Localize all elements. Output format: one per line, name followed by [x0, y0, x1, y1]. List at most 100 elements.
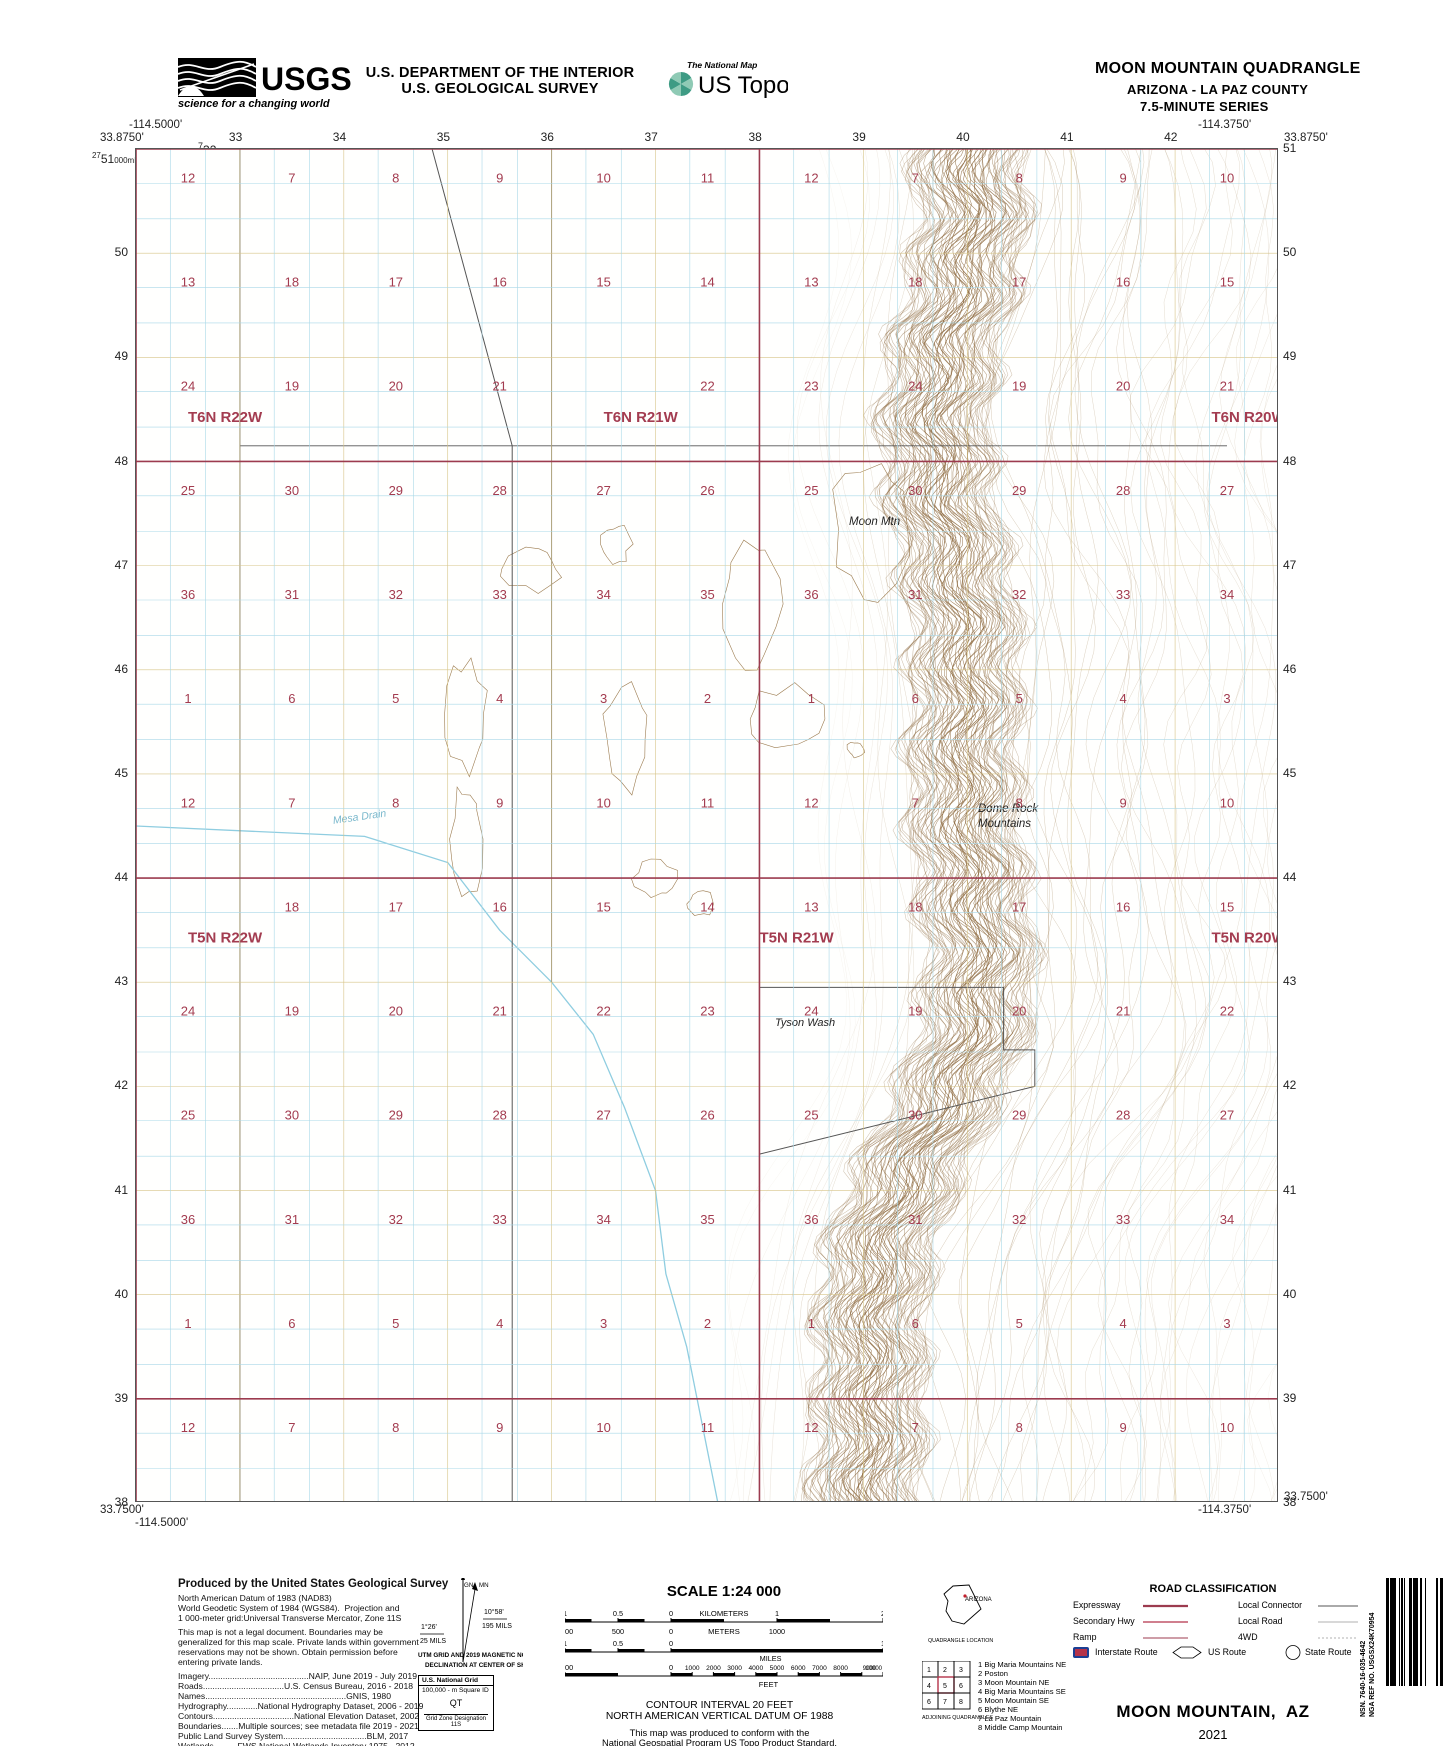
svg-text:31: 31	[908, 587, 922, 602]
svg-text:Mountains: Mountains	[978, 818, 1031, 830]
svg-text:29: 29	[1012, 1108, 1026, 1123]
svg-text:36: 36	[181, 1212, 195, 1227]
svg-text:33: 33	[492, 1212, 506, 1227]
svg-text:20: 20	[389, 379, 403, 394]
svg-text:1: 1	[808, 691, 815, 706]
svg-text:10000: 10000	[865, 1666, 882, 1672]
svg-text:27: 27	[1220, 483, 1234, 498]
svg-text:8: 8	[392, 795, 399, 810]
svg-text:28: 28	[492, 483, 506, 498]
svg-text:5: 5	[943, 1683, 947, 1690]
svg-text:Moon Mtn: Moon Mtn	[849, 516, 900, 528]
svg-text:26: 26	[700, 483, 714, 498]
svg-text:13: 13	[804, 899, 818, 914]
svg-text:18: 18	[285, 899, 299, 914]
svg-text:10: 10	[1220, 795, 1234, 810]
svg-text:21: 21	[492, 379, 506, 394]
svg-text:The National Map: The National Map	[687, 60, 757, 70]
svg-text:0: 0	[669, 1663, 673, 1672]
svg-text:18: 18	[908, 275, 922, 290]
svg-text:35: 35	[700, 1212, 714, 1227]
svg-text:1: 1	[184, 1316, 191, 1331]
svg-text:16: 16	[1116, 899, 1130, 914]
svg-text:28: 28	[1116, 483, 1130, 498]
svg-text:11: 11	[701, 795, 715, 810]
svg-text:2000: 2000	[706, 1665, 721, 1672]
svg-text:22: 22	[596, 1004, 610, 1019]
svg-text:21: 21	[492, 1004, 506, 1019]
svg-text:8: 8	[1016, 795, 1023, 810]
svg-text:8: 8	[392, 1420, 399, 1435]
svg-text:20: 20	[389, 1004, 403, 1019]
svg-text:GN: GN	[464, 1582, 473, 1589]
svg-text:4: 4	[1119, 1316, 1126, 1331]
svg-text:10: 10	[596, 795, 610, 810]
svg-text:T5N R20W: T5N R20W	[1212, 930, 1279, 947]
svg-text:3: 3	[600, 691, 607, 706]
svg-text:1: 1	[927, 1667, 931, 1674]
svg-text:26: 26	[700, 1108, 714, 1123]
svg-text:1000: 1000	[565, 1663, 573, 1672]
svg-text:KILOMETERS: KILOMETERS	[700, 1609, 749, 1618]
svg-text:17: 17	[389, 899, 403, 914]
svg-text:10: 10	[1220, 1420, 1234, 1435]
svg-text:5: 5	[392, 1316, 399, 1331]
svg-text:3: 3	[1223, 691, 1230, 706]
svg-text:4WD: 4WD	[1238, 1632, 1258, 1642]
svg-text:1: 1	[565, 1609, 567, 1618]
svg-text:12: 12	[181, 795, 195, 810]
svg-text:9: 9	[1119, 170, 1126, 185]
svg-text:3: 3	[1223, 1316, 1230, 1331]
svg-text:7: 7	[912, 795, 919, 810]
svg-text:6: 6	[912, 1316, 919, 1331]
svg-text:34: 34	[1220, 587, 1234, 602]
svg-text:5: 5	[392, 691, 399, 706]
svg-text:20: 20	[1012, 1004, 1026, 1019]
svg-text:31: 31	[285, 587, 299, 602]
svg-text:15: 15	[1220, 899, 1234, 914]
svg-text:23: 23	[804, 379, 818, 394]
svg-text:11: 11	[701, 1420, 715, 1435]
svg-text:0.5: 0.5	[613, 1609, 623, 1618]
svg-text:30: 30	[908, 1108, 922, 1123]
svg-text:T6N R20W: T6N R20W	[1212, 409, 1279, 426]
svg-text:29: 29	[1012, 483, 1026, 498]
svg-text:24: 24	[181, 1004, 195, 1019]
svg-text:0: 0	[669, 1609, 673, 1618]
svg-text:21: 21	[1220, 379, 1234, 394]
svg-text:33: 33	[1116, 1212, 1130, 1227]
svg-text:2: 2	[704, 691, 711, 706]
svg-text:8000: 8000	[833, 1665, 848, 1672]
svg-text:18: 18	[908, 899, 922, 914]
svg-text:36: 36	[804, 1212, 818, 1227]
svg-text:14: 14	[700, 899, 714, 914]
svg-text:36: 36	[181, 587, 195, 602]
svg-text:17: 17	[389, 275, 403, 290]
svg-text:20: 20	[1116, 379, 1130, 394]
svg-text:11: 11	[701, 170, 715, 185]
svg-text:9: 9	[496, 795, 503, 810]
svg-text:1000: 1000	[685, 1665, 700, 1672]
svg-text:UTM GRID AND 2019 MAGNETIC NOR: UTM GRID AND 2019 MAGNETIC NORTH	[418, 1652, 523, 1659]
svg-text:19: 19	[285, 1004, 299, 1019]
svg-text:Local Road: Local Road	[1238, 1616, 1283, 1626]
svg-text:33: 33	[492, 587, 506, 602]
svg-text:19: 19	[908, 1004, 922, 1019]
svg-text:16: 16	[492, 275, 506, 290]
svg-text:28: 28	[492, 1108, 506, 1123]
svg-text:2: 2	[704, 1316, 711, 1331]
svg-text:5: 5	[1016, 691, 1023, 706]
svg-text:QUADRANGLE LOCATION: QUADRANGLE LOCATION	[928, 1638, 993, 1644]
svg-text:9: 9	[1119, 1420, 1126, 1435]
svg-text:34: 34	[596, 1212, 610, 1227]
svg-text:35: 35	[700, 587, 714, 602]
svg-text:3: 3	[959, 1667, 963, 1674]
svg-text:24: 24	[908, 379, 922, 394]
svg-text:30: 30	[285, 1108, 299, 1123]
svg-text:12: 12	[181, 170, 195, 185]
svg-text:12: 12	[804, 170, 818, 185]
svg-text:10: 10	[596, 170, 610, 185]
svg-text:6: 6	[912, 691, 919, 706]
svg-text:5: 5	[1016, 1316, 1023, 1331]
svg-text:30: 30	[285, 483, 299, 498]
